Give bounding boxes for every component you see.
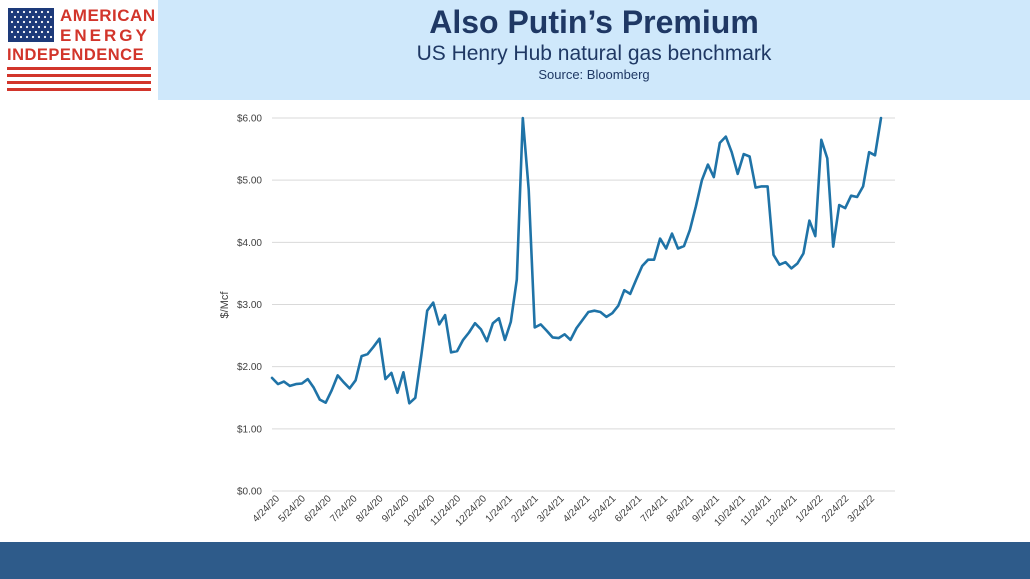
- x-tick-label: 7/24/21: [639, 493, 671, 525]
- x-tick-label: 4/24/21: [561, 493, 593, 525]
- chart-panel: $0.00 $1.00 $2.00 $3.00 $4.00 $5.00 $6.00 4/24…: [200, 100, 910, 544]
- x-tick-label: 6/24/20: [302, 493, 334, 525]
- source-note: Source: Bloomberg: [538, 67, 650, 82]
- x-tick-label: 2/24/21: [509, 493, 541, 525]
- y-tick-label: $1.00: [237, 424, 262, 435]
- logo: AMERICAN ENERGY INDEPENDENCE: [0, 0, 158, 100]
- x-tick-label: 3/24/21: [535, 493, 567, 525]
- x-tick-label: 3/24/22: [846, 493, 878, 525]
- logo-word-independence: INDEPENDENCE: [7, 46, 145, 64]
- x-tick-label: 6/24/21: [613, 493, 645, 525]
- page-title: Also Putin’s Premium: [429, 4, 759, 40]
- line-chart: $0.00 $1.00 $2.00 $3.00 $4.00 $5.00 $6.00 4/24…: [219, 114, 895, 529]
- logo-stripes: [7, 67, 151, 91]
- y-tick-label: $2.00: [237, 362, 262, 373]
- x-tick-label: 4/24/20: [251, 493, 283, 525]
- x-tick-label: 8/24/21: [665, 493, 697, 525]
- y-tick-label: $5.00: [237, 176, 262, 187]
- y-tick-label: $4.00: [237, 238, 262, 249]
- x-tick-label: 1/24/21: [484, 493, 516, 525]
- y-tick-label: $3.00: [237, 300, 262, 311]
- logo-word-american: AMERICAN: [60, 6, 156, 25]
- y-axis-label: $/Mcf: [219, 291, 231, 319]
- series-line: [270, 116, 883, 405]
- x-tick-label: 1/24/22: [794, 493, 826, 525]
- x-tick-label: 8/24/20: [354, 493, 386, 525]
- page-subtitle: US Henry Hub natural gas benchmark: [416, 42, 772, 65]
- logo-word-energy: ENERGY: [60, 26, 150, 45]
- x-tick-label: 2/24/22: [820, 493, 852, 525]
- header-band: [0, 0, 1030, 100]
- x-tick-label: 7/24/20: [328, 493, 360, 525]
- us-flag-icon: [8, 8, 54, 42]
- footer-band: [0, 542, 1030, 579]
- y-tick-label: $6.00: [237, 114, 262, 125]
- y-tick-label: $0.00: [237, 487, 262, 498]
- x-tick-label: 5/24/21: [587, 493, 619, 525]
- x-tick-label: 5/24/20: [277, 493, 309, 525]
